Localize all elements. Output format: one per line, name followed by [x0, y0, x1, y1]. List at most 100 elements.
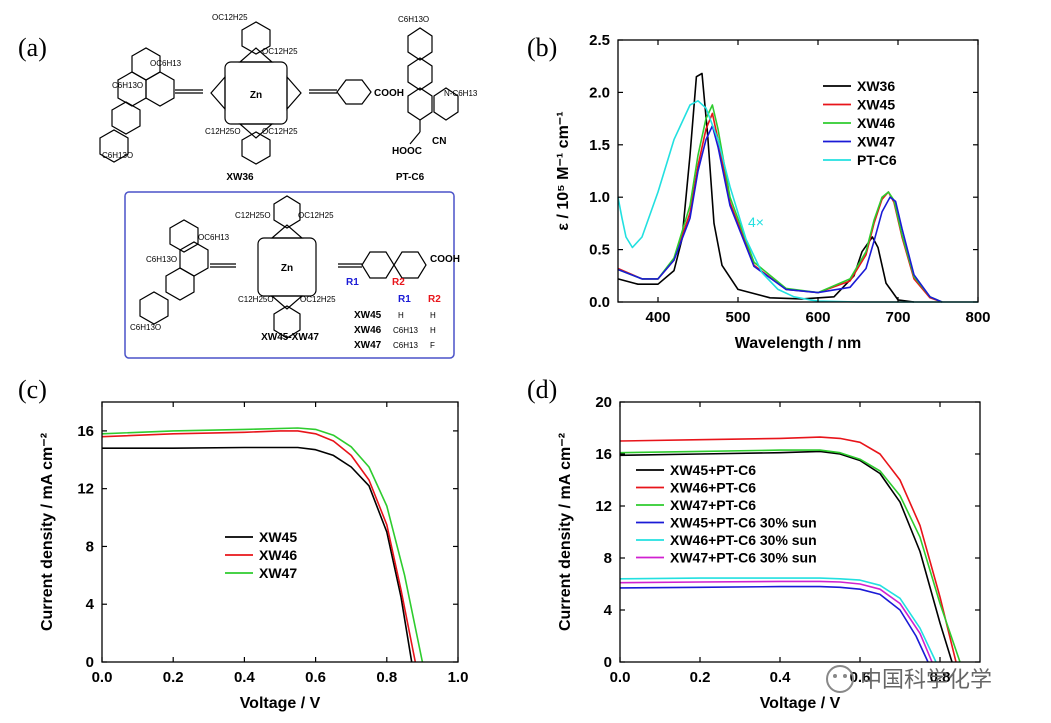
y-tick-label: 0	[604, 654, 612, 671]
x-tick-label: 1.0	[448, 669, 469, 686]
oc6-label-xw36: OC6H13	[150, 59, 182, 68]
ptc6-structure	[407, 27, 459, 145]
cn-label: CN	[432, 136, 446, 147]
c6o-bottom-label-xw45: C6H13O	[130, 323, 161, 332]
table-row-r2: H	[430, 311, 436, 320]
series-line-xw46-pt-c6-30-sun	[619, 577, 937, 663]
x-tick-label: 0.4	[234, 669, 256, 686]
r1-label: R1	[346, 277, 359, 288]
y-tick-label: 1.0	[589, 189, 610, 206]
x-axis-label: Wavelength / nm	[735, 335, 862, 352]
y-tick-label: 16	[77, 423, 94, 440]
xw36-name: XW36	[226, 172, 254, 183]
legend-label: XW47+PT-C6	[670, 497, 756, 513]
x-tick-label: 800	[965, 309, 990, 326]
legend-label: XW47	[857, 134, 895, 150]
chart-jv-cocktail: 0.0 0.2 0.4 0.6 0.8 0 4 8 12 16 20 Voltage / V Curre…	[557, 394, 981, 712]
legend-label: XW45	[857, 97, 895, 113]
y-tick-label: 0.0	[589, 294, 610, 311]
series-line-xw47-pt-c6	[619, 449, 961, 663]
table-header-r1: R1	[398, 294, 411, 305]
series-line-xw47	[617, 125, 943, 303]
table-row-r2: F	[430, 341, 435, 350]
legend-label: XW47	[259, 565, 297, 581]
legend-label: PT-C6	[857, 152, 897, 168]
watermark: 中国科学化学	[826, 665, 992, 693]
legend-label: XW47+PT-C6 30% sun	[670, 550, 817, 566]
table-header-r2: R2	[428, 294, 441, 305]
y-tick-label: 20	[595, 394, 612, 411]
series-line-xw45-pt-c6-30-sun	[619, 585, 929, 663]
x-tick-label: 600	[805, 309, 830, 326]
series-line-xw45	[102, 446, 413, 663]
series-line-xw46	[617, 104, 943, 303]
panel-label-d: (d)	[527, 375, 557, 404]
y-tick-label: 4	[604, 602, 613, 619]
plot-frame	[617, 39, 979, 303]
legend-label: XW46	[857, 115, 895, 131]
legend-label: XW46	[259, 547, 297, 563]
series-line-xw46	[101, 430, 417, 663]
x-tick-label: 0.4	[770, 669, 792, 686]
legend-label: XW46+PT-C6	[670, 480, 756, 496]
y-tick-label: 12	[77, 481, 94, 498]
oc12-top-right-label: OC12H25	[262, 47, 298, 56]
legend-label: XW45+PT-C6 30% sun	[670, 515, 817, 531]
hooc-label: HOOC	[392, 146, 422, 157]
oc12-top-label-xw45: OC12H25	[298, 211, 334, 220]
zn-label-xw36: Zn	[250, 90, 262, 101]
table-row-r1: C6H13	[393, 326, 418, 335]
table-row-name: XW45	[354, 310, 382, 321]
plot-frame	[101, 401, 459, 663]
y-tick-label: 8	[604, 550, 612, 567]
xw45-47-box	[124, 191, 455, 359]
panel-label-c: (c)	[18, 375, 47, 404]
x-tick-label: 0.8	[376, 669, 397, 686]
legend-label: XW45+PT-C6	[670, 462, 756, 478]
c6o-label-xw45: C6H13O	[146, 255, 177, 264]
legend-label: XW46+PT-C6 30% sun	[670, 532, 817, 548]
ptc6-name: PT-C6	[396, 172, 425, 183]
y-tick-label: 16	[595, 446, 612, 463]
y-axis-label: ε / 10⁵ M⁻¹ cm⁻¹	[555, 111, 572, 230]
oc12-bottom-label: OC12H25	[262, 127, 298, 136]
x-tick-label: 0.0	[610, 669, 631, 686]
x-tick-label: 500	[725, 309, 750, 326]
series-line-xw45-pt-c6	[619, 450, 953, 663]
series-line-xw36	[617, 72, 915, 303]
chemical-structures	[99, 21, 459, 359]
y-axis-label: Current density / mA cm⁻²	[557, 433, 574, 631]
legend-label: XW45	[259, 529, 297, 545]
y-tick-label: 2.0	[589, 84, 610, 101]
r2-label: R2	[392, 277, 405, 288]
x-axis-label: Voltage / V	[760, 695, 841, 712]
c12o-bottom-label-xw45: C12H25O	[238, 295, 274, 304]
c12o-bottom-label: C12H25O	[205, 127, 241, 136]
wechat-icon	[826, 665, 854, 693]
y-tick-label: 1.5	[589, 137, 610, 154]
oc12-top-label: OC12H25	[212, 13, 248, 22]
series-line-xw47	[101, 427, 424, 663]
x-tick-label: 0.2	[690, 669, 711, 686]
chart-absorption: 400 500 600 700 800 0.0 0.5 1.0 1.5 2.0 2.5 Wavelen…	[555, 32, 991, 352]
x-tick-label: 0.0	[92, 669, 113, 686]
cooh-label-xw36: COOH	[374, 88, 404, 99]
c6o-bottom-label-xw36: C6H13O	[102, 151, 133, 160]
x-tick-label: 0.6	[305, 669, 326, 686]
y-tick-label: 8	[86, 538, 94, 555]
legend-label: XW36	[857, 78, 895, 94]
c6o-label-xw36: C6H13O	[112, 81, 143, 90]
series-line-pt-c6	[617, 100, 978, 303]
y-axis-label: Current density / mA cm⁻²	[39, 433, 56, 631]
panel-label-b: (b)	[527, 33, 557, 62]
panel-label-a: (a)	[18, 33, 47, 62]
x-tick-label: 700	[885, 309, 910, 326]
annotation-label: 4×	[748, 214, 764, 230]
watermark-text: 中国科学化学	[860, 668, 992, 693]
oc6-label-xw45: OC6H13	[198, 233, 230, 242]
series-line-xw46-pt-c6	[619, 436, 957, 663]
c12o-top-label-xw45: C12H25O	[235, 211, 271, 220]
xw36-porphyrin-core	[99, 21, 372, 165]
series-line-xw47-pt-c6-30-sun	[619, 580, 933, 663]
